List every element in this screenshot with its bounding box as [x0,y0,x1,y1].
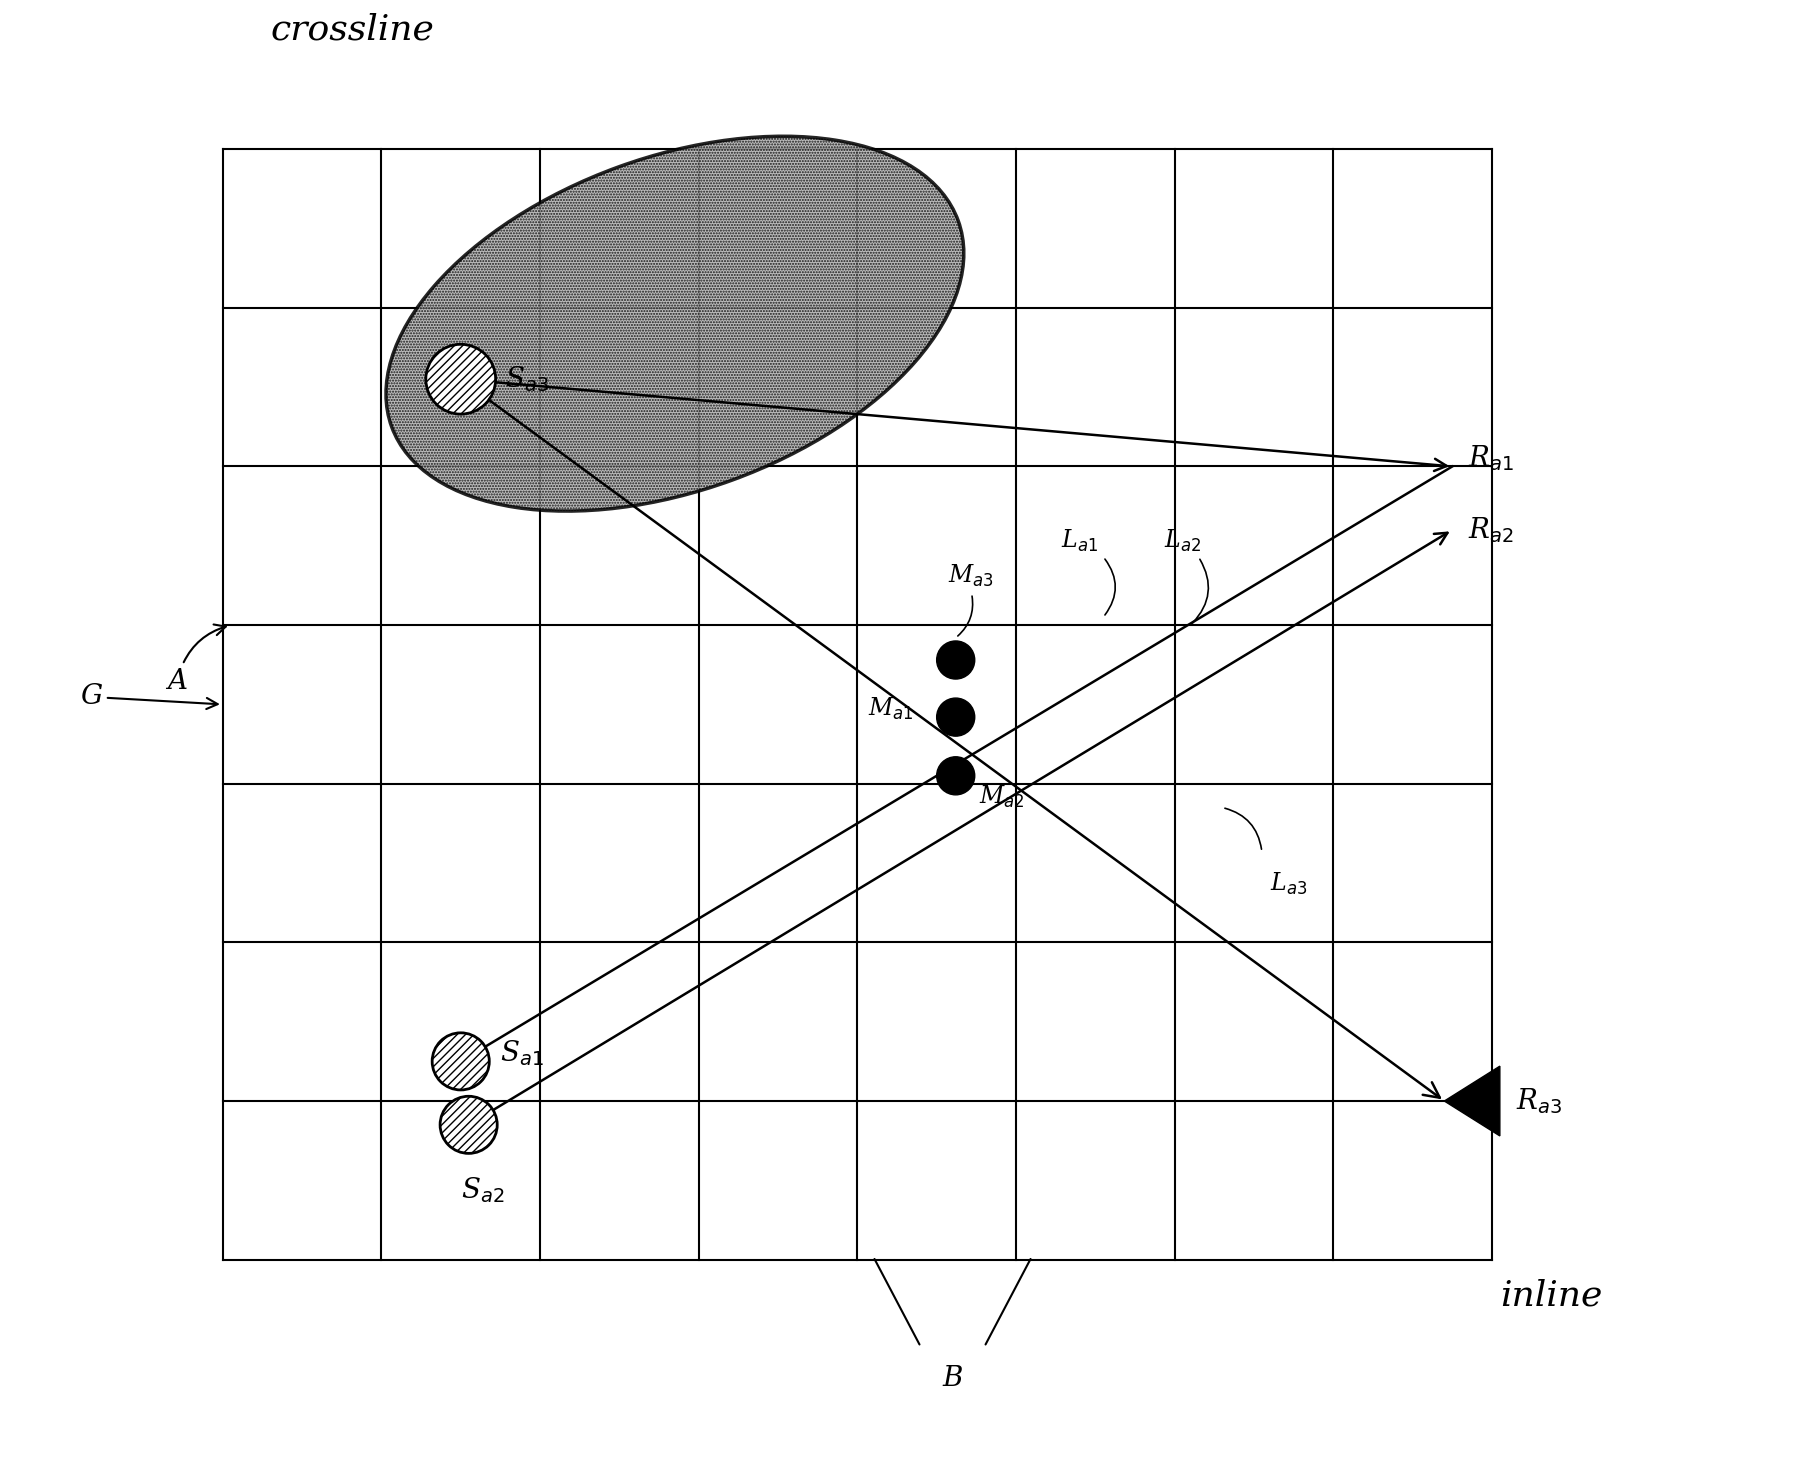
Ellipse shape [386,137,963,511]
Polygon shape [1444,1067,1500,1136]
Text: S$_{a3}$: S$_{a3}$ [506,364,549,393]
Text: B: B [942,1365,963,1393]
Circle shape [936,641,974,679]
Circle shape [425,344,495,414]
Text: L$_{a2}$: L$_{a2}$ [1164,527,1202,554]
Text: A: A [167,625,226,695]
Circle shape [440,1096,497,1154]
Text: crossline: crossline [271,12,434,47]
Text: inline: inline [1500,1279,1602,1313]
Text: M$_{a3}$: M$_{a3}$ [947,562,994,589]
Text: R$_{a3}$: R$_{a3}$ [1516,1085,1563,1116]
Circle shape [936,756,974,796]
Text: G: G [81,683,217,711]
Text: L$_{a3}$: L$_{a3}$ [1270,871,1308,898]
Circle shape [936,698,974,736]
Text: S$_{a1}$: S$_{a1}$ [501,1039,544,1068]
Text: S$_{a2}$: S$_{a2}$ [461,1176,504,1205]
Text: M$_{a1}$: M$_{a1}$ [868,696,915,723]
Text: R$_{a1}$: R$_{a1}$ [1467,443,1514,474]
Text: M$_{a2}$: M$_{a2}$ [980,784,1026,810]
Text: L$_{a1}$: L$_{a1}$ [1060,527,1098,554]
Circle shape [432,1033,490,1090]
Text: R$_{a2}$: R$_{a2}$ [1467,514,1514,545]
